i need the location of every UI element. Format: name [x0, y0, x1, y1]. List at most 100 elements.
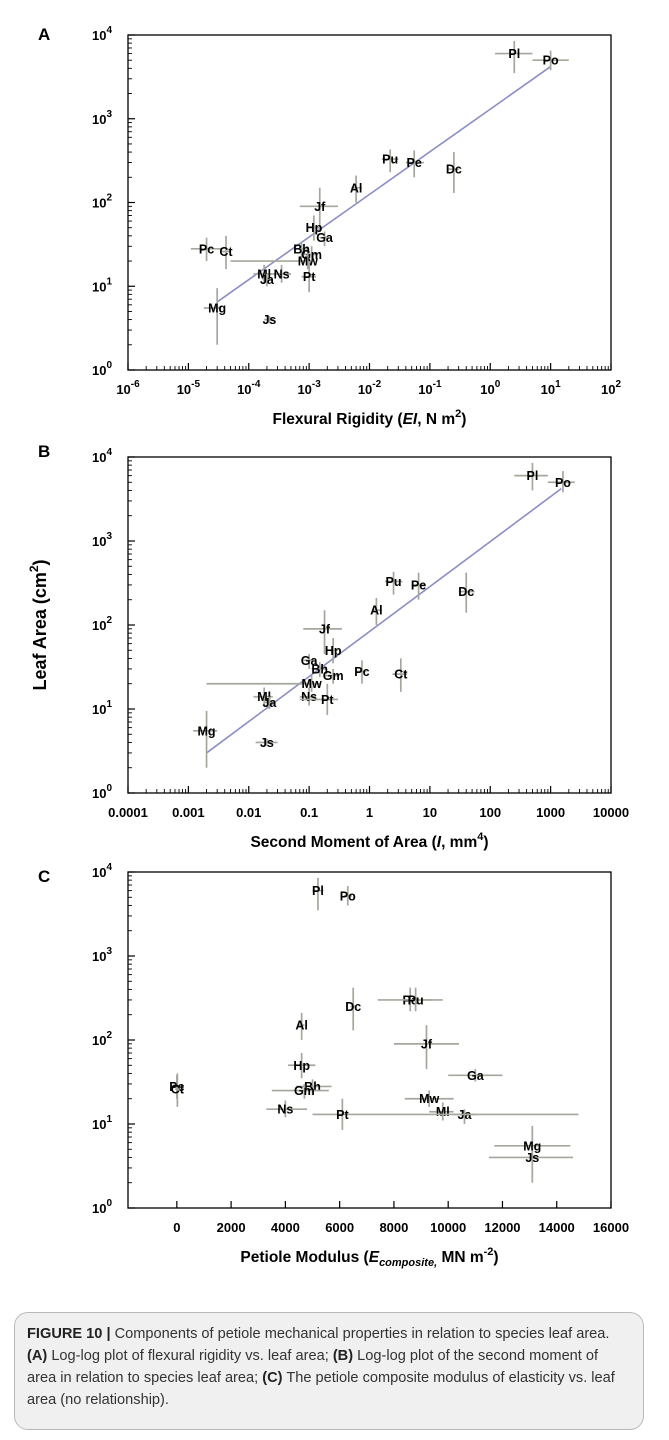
species-label: Ns [301, 690, 317, 704]
species-label: Jf [421, 1037, 433, 1051]
y-tick-exponent: 4 [106, 862, 112, 873]
data-point-po: Po [547, 471, 575, 493]
x-tick-label: 6000 [325, 1220, 354, 1235]
x-label-close: ) [483, 834, 488, 851]
y-tick-exponent: 2 [106, 615, 112, 626]
x-tick-label: 1000 [536, 805, 565, 820]
data-point-ct: Ct [392, 658, 408, 692]
x-label-text: Flexural Rigidity ( [273, 411, 404, 428]
species-label: Ct [394, 668, 408, 682]
data-point-jf: Jf [393, 1025, 460, 1070]
species-label: Jf [314, 200, 326, 214]
x-tick-label: 10-5 [177, 379, 201, 397]
species-label: Mw [419, 1092, 439, 1106]
data-point-pu: Pu [402, 987, 443, 1012]
regression-line [216, 65, 552, 303]
y-tick-exponent: 1 [106, 699, 112, 710]
x-tick-base: 10 [297, 382, 311, 397]
y-tick-exponent: 3 [106, 946, 112, 957]
data-point-jf: Jf [303, 610, 342, 655]
data-point-ns: Ns [266, 1100, 308, 1118]
species-label: Js [260, 736, 274, 750]
y-tick-label: 102 [92, 193, 112, 211]
data-point-gm: Gm [301, 246, 322, 263]
species-label: Gm [301, 248, 322, 262]
y-tick-exponent: 0 [106, 783, 112, 794]
x-tick-base: 10 [418, 382, 432, 397]
data-point-ns: Ns [299, 687, 317, 706]
species-label: Ns [274, 268, 290, 282]
data-point-dc: Dc [446, 152, 462, 193]
species-label: Ga [301, 654, 319, 668]
data-point-ns: Ns [272, 264, 291, 283]
data-point-hp: Hp [306, 215, 323, 241]
data-point-js: Js [262, 313, 276, 327]
species-label: Po [543, 54, 559, 68]
x-label-superscript: 2 [455, 408, 461, 420]
caption-c-tag: (C) [262, 1370, 283, 1386]
x-tick-label: 10-1 [418, 379, 442, 397]
species-label: Pc [354, 665, 369, 679]
data-point-pl: Pl [312, 877, 324, 911]
x-tick-label: 100 [479, 805, 501, 820]
y-tick-label: 102 [92, 1030, 112, 1048]
data-point-hp: Hp [325, 638, 342, 664]
x-tick-label: 16000 [593, 1220, 629, 1235]
x-tick-exponent: 0 [495, 379, 501, 390]
caption-b-tag: (B) [332, 1348, 354, 1364]
data-point-al: Al [295, 1012, 308, 1040]
data-point-mg: Mg [193, 710, 218, 768]
y-tick-exponent: 0 [106, 360, 112, 371]
data-point-ja: Ja [453, 1108, 476, 1124]
x-tick-label: 0.0001 [108, 805, 148, 820]
x-label-symbol: I [437, 834, 442, 851]
species-label: Pt [336, 1108, 349, 1122]
species-label: Po [555, 476, 571, 490]
x-tick-exponent: 1 [555, 379, 561, 390]
y-label-superscript: 2 [27, 565, 41, 572]
x-tick-exponent: -3 [312, 379, 321, 390]
x-label-unit: , N m [417, 411, 455, 428]
data-point-ga: Ga [316, 231, 334, 247]
x-tick-base: 100 [479, 805, 501, 820]
species-label: Bh [293, 242, 310, 256]
data-point-pu: Pu [381, 149, 399, 173]
y-tick-base: 10 [92, 196, 106, 211]
data-point-bh: Bh [293, 241, 310, 258]
x-tick-exponent: -4 [252, 379, 261, 390]
x-tick-base: 0.0001 [108, 805, 148, 820]
species-label: Pl [312, 884, 324, 898]
figure-caption: FIGURE 10 | Components of petiole mechan… [14, 1312, 644, 1430]
data-point-dc: Dc [458, 572, 475, 613]
species-label: Hp [306, 221, 323, 235]
species-label: Pt [303, 270, 316, 284]
species-label: Dc [458, 585, 474, 599]
data-point-ga: Ga [448, 1069, 503, 1083]
species-label: Gm [294, 1084, 315, 1098]
y-tick-label: 102 [92, 615, 112, 633]
data-point-al: Al [370, 597, 383, 625]
y-tick-base: 10 [92, 618, 106, 633]
y-tick-base: 10 [92, 786, 106, 801]
x-tick-label: 0.01 [236, 805, 261, 820]
species-label: Hp [325, 644, 342, 658]
y-tick-exponent: 4 [106, 25, 112, 36]
y-tick-label: 104 [92, 862, 112, 880]
species-label: Mg [208, 301, 226, 315]
x-tick-base: 2000 [217, 1220, 246, 1235]
x-tick-base: 0.001 [172, 805, 205, 820]
x-tick-base: 1 [366, 805, 373, 820]
species-label: Hp [293, 1059, 310, 1073]
x-tick-label: 10 [423, 805, 437, 820]
y-tick-base: 10 [92, 865, 106, 880]
species-label: Ml [436, 1105, 450, 1119]
x-tick-base: 10000 [593, 805, 629, 820]
data-point-dc: Dc [345, 987, 361, 1031]
species-label: Ct [219, 245, 233, 259]
x-tick-base: 0 [173, 1220, 180, 1235]
y-tick-base: 10 [92, 279, 106, 294]
x-axis-label: Second Moment of Area (I, mm4) [250, 831, 488, 851]
x-tick-label: 4000 [271, 1220, 300, 1235]
